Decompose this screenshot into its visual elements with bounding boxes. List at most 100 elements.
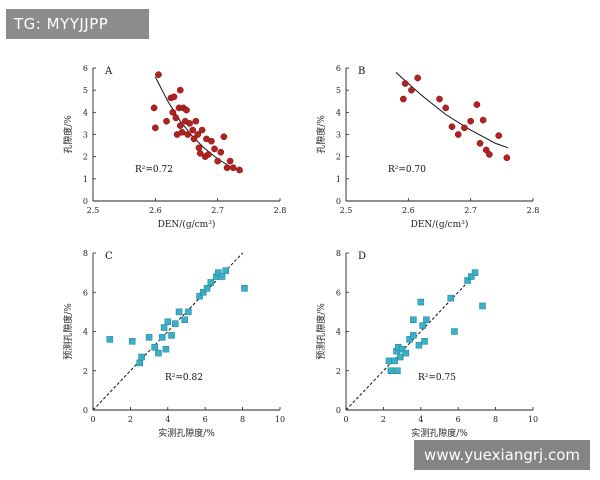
- data-point: [172, 320, 179, 327]
- data-point: [190, 135, 198, 143]
- data-point: [196, 149, 204, 157]
- identity-line: [345, 272, 478, 411]
- y-tick-label: 0: [83, 406, 88, 415]
- data-point: [241, 285, 248, 292]
- data-point: [503, 154, 511, 162]
- data-point: [208, 137, 215, 145]
- x-tick-label: 6: [456, 415, 461, 424]
- y-tick-label: 3: [83, 131, 88, 140]
- data-point: [436, 95, 443, 103]
- y-axis-label: 预测孔隙度/%: [62, 303, 74, 360]
- x-axis-label: 实测孔隙度/%: [158, 427, 215, 439]
- x-tick-label: 2.6: [402, 206, 415, 215]
- x-tick-label: 10: [528, 415, 538, 424]
- data-point: [448, 123, 456, 131]
- y-tick-label: 8: [336, 249, 341, 258]
- y-tick-label: 4: [336, 108, 341, 117]
- data-point: [175, 308, 183, 316]
- data-point: [185, 308, 192, 316]
- data-point: [217, 148, 225, 156]
- data-point: [150, 104, 158, 112]
- data-point: [467, 117, 475, 125]
- y-tick-label: 6: [336, 288, 341, 297]
- x-tick-label: 8: [240, 415, 245, 424]
- x-tick-label: 2.7: [211, 206, 224, 215]
- data-point: [222, 267, 230, 274]
- data-point: [204, 151, 212, 158]
- data-point: [160, 324, 168, 331]
- fit-curve: [395, 72, 509, 149]
- y-tick-label: 0: [336, 197, 341, 206]
- panel-a: 2.5 2.6 2.7 2.8 0 1 2 3 4 5 6 DEN/(g/cm³) 孔隙度/% A R²=0…: [62, 64, 286, 230]
- y-tick-label: 0: [83, 197, 88, 206]
- data-point: [396, 353, 404, 361]
- data-point: [218, 273, 226, 280]
- x-tick-label: 2.5: [87, 206, 100, 215]
- data-point: [138, 353, 145, 361]
- data-point: [479, 116, 487, 124]
- data-point: [236, 166, 243, 174]
- data-point: [186, 120, 193, 127]
- data-point: [129, 338, 136, 345]
- data-point: [145, 334, 153, 341]
- data-point: [223, 164, 231, 172]
- y-tick-label: 2: [83, 153, 88, 162]
- data-point: [471, 269, 479, 276]
- data-point: [417, 298, 425, 306]
- y-axis-label: 孔隙度/%: [315, 115, 327, 154]
- data-point: [211, 145, 218, 153]
- data-point: [220, 133, 228, 141]
- data-point: [164, 318, 172, 325]
- data-point: [200, 289, 207, 296]
- x-tick-label: 0: [343, 415, 348, 424]
- data-point: [486, 151, 493, 158]
- x-tick-label: 10: [275, 415, 285, 424]
- data-point: [136, 359, 143, 367]
- data-point: [194, 131, 202, 138]
- y-tick-label: 1: [83, 175, 88, 184]
- y-tick-label: 6: [336, 64, 341, 73]
- data-point: [473, 101, 481, 108]
- r-squared-label: R²=0.82: [165, 373, 203, 383]
- data-point: [155, 349, 162, 357]
- data-point: [410, 316, 417, 323]
- x-tick-label: 4: [165, 415, 170, 424]
- data-point: [406, 336, 413, 343]
- y-tick-label: 2: [83, 367, 88, 376]
- data-point: [215, 269, 222, 276]
- data-point: [169, 108, 177, 116]
- x-tick-label: 2: [128, 415, 133, 424]
- data-point: [391, 357, 398, 365]
- data-point: [155, 71, 162, 79]
- x-tick-label: 2.6: [149, 206, 162, 215]
- x-tick-label: 6: [203, 415, 208, 424]
- data-point: [408, 86, 415, 94]
- data-point: [181, 316, 188, 323]
- data-point: [151, 343, 158, 351]
- y-tick-label: 2: [336, 367, 341, 376]
- y-tick-label: 0: [336, 406, 341, 415]
- y-tick-label: 8: [83, 249, 88, 258]
- data-point: [172, 114, 180, 122]
- x-tick-label: 2.5: [340, 206, 353, 215]
- data-point: [414, 74, 422, 82]
- data-point: [398, 345, 406, 353]
- data-point: [184, 131, 192, 138]
- data-point: [106, 336, 114, 343]
- data-point: [423, 316, 430, 323]
- data-point: [162, 345, 170, 353]
- data-point: [394, 367, 401, 374]
- data-point: [158, 334, 166, 341]
- y-tick-label: 3: [336, 131, 341, 140]
- data-point: [151, 124, 159, 132]
- data-point: [468, 273, 475, 280]
- data-point: [410, 332, 417, 339]
- y-tick-label: 1: [336, 175, 341, 184]
- y-axis-label: 孔隙度/%: [62, 115, 74, 154]
- data-point: [229, 164, 237, 172]
- x-axis-label: DEN/(g/cm³): [158, 219, 216, 230]
- data-point: [461, 124, 468, 132]
- x-axis-label: 实测孔隙度/%: [411, 427, 468, 439]
- data-point: [195, 144, 203, 152]
